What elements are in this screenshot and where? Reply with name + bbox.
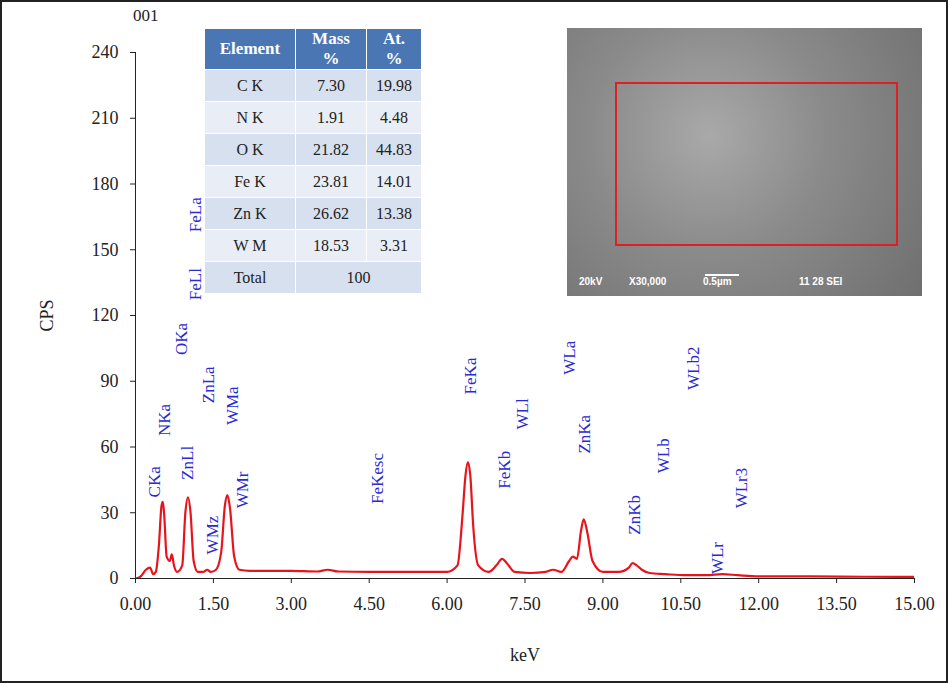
svg-text:WLa: WLa bbox=[560, 340, 579, 374]
svg-text:7.50: 7.50 bbox=[509, 594, 541, 614]
svg-text:FeKb: FeKb bbox=[495, 451, 514, 489]
html-text:100: 100 bbox=[346, 268, 371, 286]
html-text:14.01: 14.01 bbox=[376, 172, 412, 190]
svg-text:0.00: 0.00 bbox=[120, 594, 152, 614]
html-text:X30,000: X30,000 bbox=[629, 276, 667, 287]
svg-text:30: 30 bbox=[101, 503, 119, 523]
html-text:3.31: 3.31 bbox=[380, 236, 408, 254]
svg-text:180: 180 bbox=[92, 174, 119, 194]
svg-text:120: 120 bbox=[92, 305, 119, 325]
svg-text:ZnLa: ZnLa bbox=[199, 366, 218, 403]
html-text:11 28 SEI: 11 28 SEI bbox=[799, 276, 843, 287]
svg-text:WLr3: WLr3 bbox=[732, 468, 751, 509]
html-text:Fe K: Fe K bbox=[234, 172, 266, 190]
svg-text:FeLa: FeLa bbox=[186, 197, 205, 232]
svg-text:CPS: CPS bbox=[37, 299, 57, 331]
svg-text:3.00: 3.00 bbox=[276, 594, 308, 614]
svg-text:ZnLl: ZnLl bbox=[178, 446, 197, 480]
html-text:0.5µm: 0.5µm bbox=[703, 276, 732, 287]
svg-text:4.50: 4.50 bbox=[353, 594, 385, 614]
html-text:13.38: 13.38 bbox=[376, 204, 412, 222]
svg-text:FeKa: FeKa bbox=[461, 357, 480, 394]
svg-text:6.00: 6.00 bbox=[431, 594, 463, 614]
svg-text:OKa: OKa bbox=[172, 322, 191, 355]
html-text:21.82: 21.82 bbox=[313, 140, 349, 158]
html-text:Zn K: Zn K bbox=[233, 204, 267, 222]
html-text:Mass %: Mass % bbox=[312, 29, 350, 68]
html-text:44.83: 44.83 bbox=[376, 140, 412, 158]
html-text:Total: Total bbox=[233, 268, 267, 286]
svg-text:keV: keV bbox=[510, 645, 540, 665]
svg-text:60: 60 bbox=[101, 437, 119, 457]
svg-text:12.00: 12.00 bbox=[738, 594, 779, 614]
svg-text:FeLl: FeLl bbox=[186, 268, 205, 300]
svg-text:150: 150 bbox=[92, 240, 119, 260]
svg-text:ZnKb: ZnKb bbox=[625, 495, 644, 535]
html-text:O K: O K bbox=[236, 140, 264, 158]
html-text:7.30: 7.30 bbox=[317, 76, 345, 94]
svg-text:9.00: 9.00 bbox=[587, 594, 619, 614]
html-text:20kV: 20kV bbox=[579, 276, 603, 287]
html-text:W M: W M bbox=[233, 236, 267, 254]
html-text:N K: N K bbox=[236, 108, 264, 126]
svg-text:240: 240 bbox=[92, 42, 119, 62]
html-text:001: 001 bbox=[133, 6, 159, 25]
html-text:4.48: 4.48 bbox=[380, 108, 408, 126]
svg-text:0: 0 bbox=[110, 568, 119, 588]
svg-text:WMr: WMr bbox=[233, 471, 252, 508]
svg-text:NKa: NKa bbox=[155, 403, 174, 436]
svg-text:WLl: WLl bbox=[513, 398, 532, 429]
html-text:23.81: 23.81 bbox=[313, 172, 349, 190]
svg-text:WLb2: WLb2 bbox=[684, 347, 703, 390]
svg-text:WLr: WLr bbox=[708, 542, 727, 574]
html-text:18.53: 18.53 bbox=[313, 236, 349, 254]
svg-text:13.50: 13.50 bbox=[816, 594, 857, 614]
svg-text:90: 90 bbox=[101, 371, 119, 391]
html-text:Element: Element bbox=[219, 39, 281, 58]
svg-text:CKa: CKa bbox=[145, 466, 164, 498]
svg-text:1.50: 1.50 bbox=[198, 594, 230, 614]
html-text:1.91: 1.91 bbox=[317, 108, 345, 126]
html-text:19.98: 19.98 bbox=[376, 76, 412, 94]
svg-text:10.50: 10.50 bbox=[661, 594, 702, 614]
svg-text:ZnKa: ZnKa bbox=[575, 414, 594, 453]
svg-text:FeKesc: FeKesc bbox=[368, 453, 387, 504]
html-text:At. %: At. % bbox=[382, 29, 406, 68]
html-text:C K: C K bbox=[236, 76, 264, 94]
svg-text:210: 210 bbox=[92, 108, 119, 128]
svg-text:WMz: WMz bbox=[203, 515, 222, 554]
svg-text:WMa: WMa bbox=[223, 386, 242, 425]
html-text:26.62: 26.62 bbox=[313, 204, 349, 222]
svg-text:WLb: WLb bbox=[654, 438, 673, 473]
svg-text:15.00: 15.00 bbox=[894, 594, 935, 614]
